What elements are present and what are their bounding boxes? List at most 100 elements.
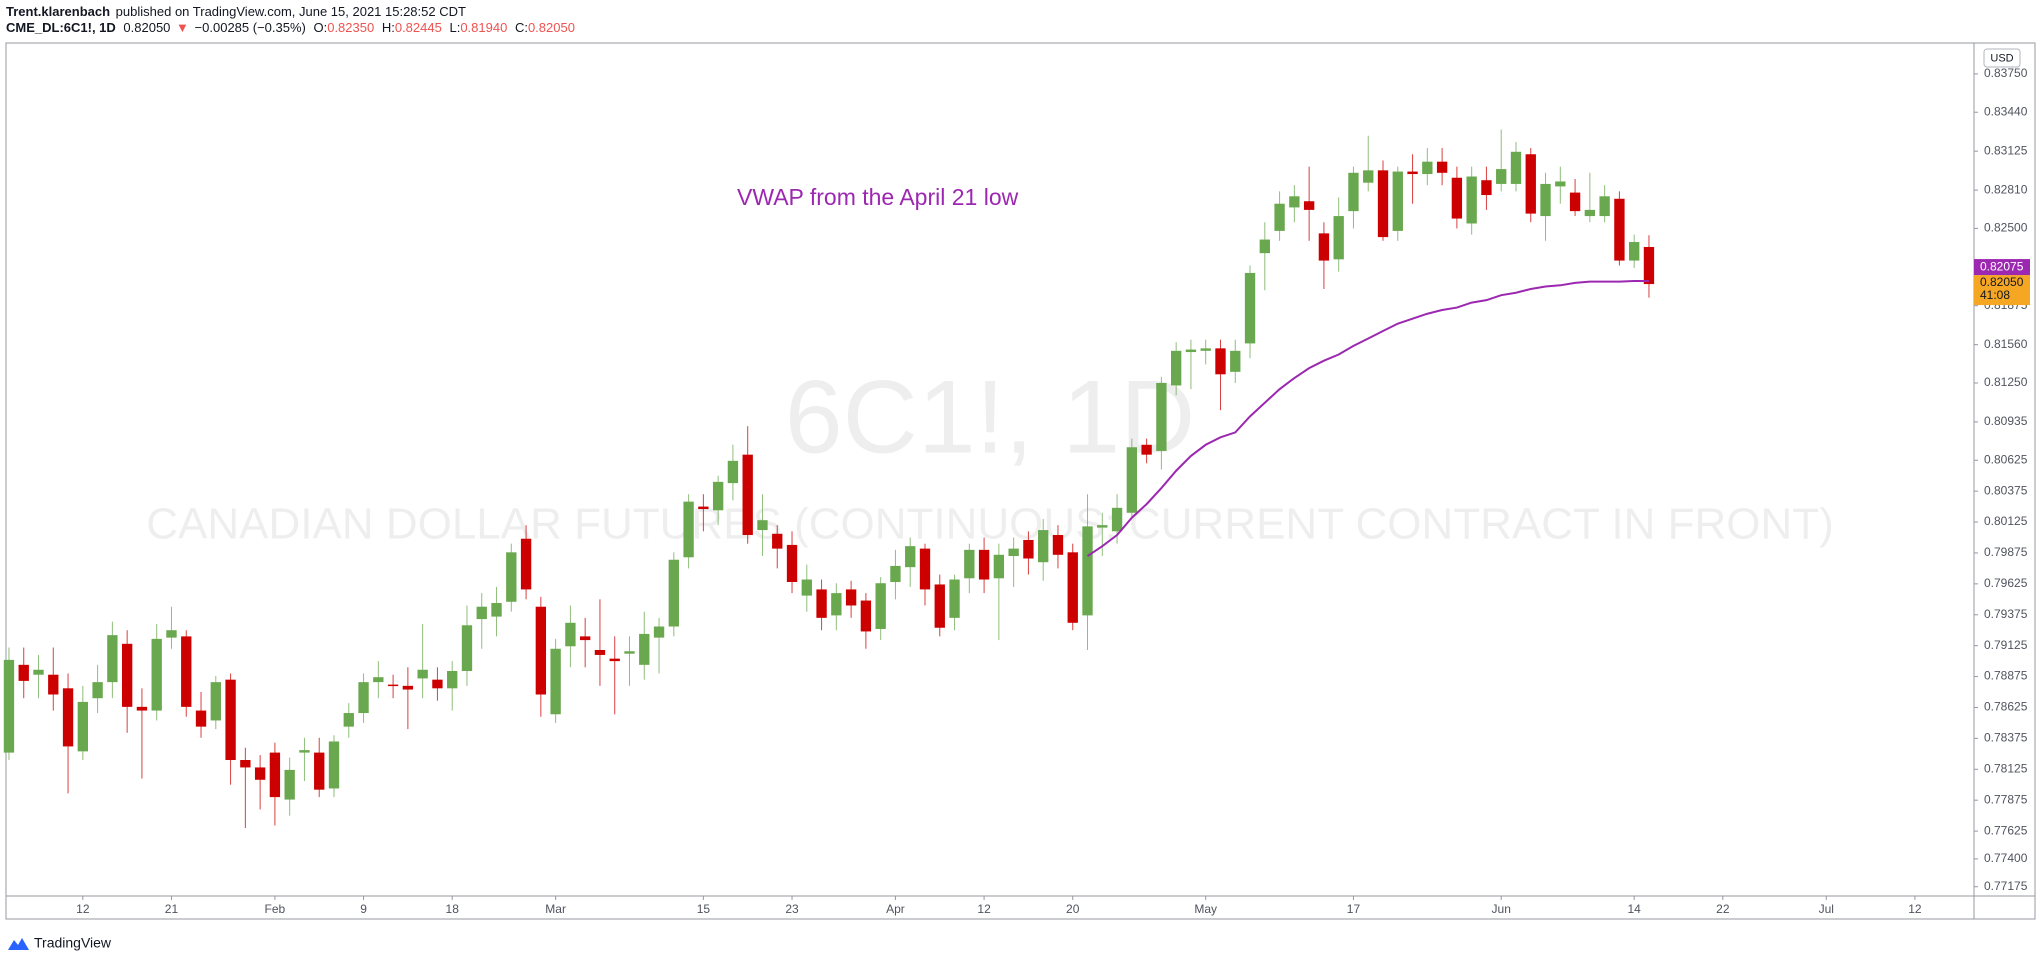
logo-icon — [8, 938, 29, 950]
last-price: 0.82050 — [123, 20, 170, 35]
candle — [712, 475, 724, 526]
x-tick-label: 9 — [360, 902, 367, 916]
candle-body — [683, 501, 694, 558]
candle-body — [299, 750, 310, 753]
last-price-label: 0.82050 — [1980, 275, 2024, 289]
candle-body — [402, 685, 414, 690]
candle — [1436, 148, 1448, 186]
candle-body — [1259, 239, 1270, 254]
vwap-price-bubble — [1974, 259, 2030, 276]
candle — [1097, 512, 1108, 557]
x-tick-label: Jun — [1492, 902, 1511, 916]
candle-body — [964, 549, 975, 579]
ohlc-label: H: — [382, 20, 395, 35]
candle — [1569, 178, 1581, 217]
x-tick-label: 23 — [785, 902, 799, 916]
candle-body — [3, 659, 15, 753]
candle — [1348, 166, 1359, 229]
candle — [845, 580, 857, 618]
candle — [1215, 339, 1226, 411]
candle — [151, 624, 162, 721]
candle — [520, 525, 532, 600]
candle — [609, 636, 620, 715]
candle — [772, 525, 783, 569]
candle-body — [978, 549, 990, 580]
candle-body — [1156, 382, 1167, 451]
candle — [1496, 129, 1507, 192]
candle — [240, 747, 251, 829]
y-tick-label: 0.81250 — [1984, 375, 2028, 389]
candle-body — [594, 649, 606, 655]
candle-body — [476, 606, 487, 620]
candle-body — [1481, 180, 1492, 196]
candle — [1422, 148, 1433, 186]
x-tick-label: 12 — [76, 902, 90, 916]
candle-body — [668, 559, 679, 627]
x-tick-label: 20 — [1066, 902, 1080, 916]
ohlc-value: 0.81940 — [460, 20, 507, 35]
candle-body — [653, 626, 665, 638]
candle — [624, 636, 635, 686]
candle — [1392, 166, 1403, 241]
candle — [890, 549, 901, 600]
candle — [33, 654, 44, 699]
candle — [905, 537, 916, 587]
candle-body — [1185, 349, 1197, 353]
candle — [1303, 166, 1315, 241]
candle-body — [62, 688, 74, 747]
candle — [284, 757, 295, 816]
candle-body — [1629, 242, 1640, 261]
candle-body — [358, 682, 369, 714]
candle-body — [225, 679, 236, 761]
candle — [1230, 339, 1241, 383]
author: Trent.klarenbach — [6, 4, 110, 19]
candle — [269, 742, 281, 826]
candle-body — [1170, 350, 1182, 386]
candle — [801, 564, 812, 612]
candle — [1363, 135, 1374, 192]
candle-body — [373, 677, 384, 683]
candle-body — [565, 622, 576, 647]
plot-area — [3, 129, 1655, 829]
candle — [447, 661, 458, 711]
candle — [668, 552, 679, 637]
ohlc-value: 0.82050 — [528, 20, 575, 35]
candle — [786, 531, 798, 594]
candle-body — [1392, 171, 1403, 231]
candle — [816, 579, 827, 631]
candle — [1170, 342, 1182, 396]
candle-body — [757, 520, 768, 531]
y-tick-label: 0.83750 — [1984, 66, 2028, 80]
candle-body — [1525, 154, 1536, 214]
vwap-line — [1086, 279, 1649, 557]
y-tick-label: 0.79625 — [1984, 576, 2028, 590]
x-tick-label: 14 — [1628, 902, 1642, 916]
candle-body — [1303, 201, 1315, 210]
candle-body — [387, 684, 399, 687]
currency-box[interactable] — [1983, 48, 2021, 68]
candle-body — [1052, 535, 1064, 555]
candle-body — [727, 460, 739, 484]
candle — [225, 673, 236, 785]
candle-body — [33, 669, 44, 675]
candle-body — [742, 454, 753, 536]
candle — [1008, 537, 1019, 587]
candle — [432, 667, 443, 701]
candle — [1555, 166, 1566, 204]
y-tick-label: 0.82500 — [1984, 221, 2028, 235]
y-tick-label: 0.77175 — [1984, 879, 2028, 893]
candle-body — [1082, 526, 1093, 616]
candle-body — [240, 760, 251, 768]
candle-body — [905, 546, 916, 568]
candle — [506, 543, 517, 612]
candle — [181, 630, 192, 717]
symbol: CME_DL:6C1!, 1D — [6, 20, 116, 35]
candle-body — [107, 635, 118, 683]
candle — [166, 606, 177, 649]
change: −0.00285 (−0.35%) — [195, 20, 306, 35]
candle — [1185, 339, 1197, 390]
candle — [993, 543, 1005, 641]
tradingview-logo[interactable]: TradingView — [8, 935, 112, 951]
candle-body — [1555, 181, 1566, 187]
candle-body — [1510, 151, 1522, 184]
